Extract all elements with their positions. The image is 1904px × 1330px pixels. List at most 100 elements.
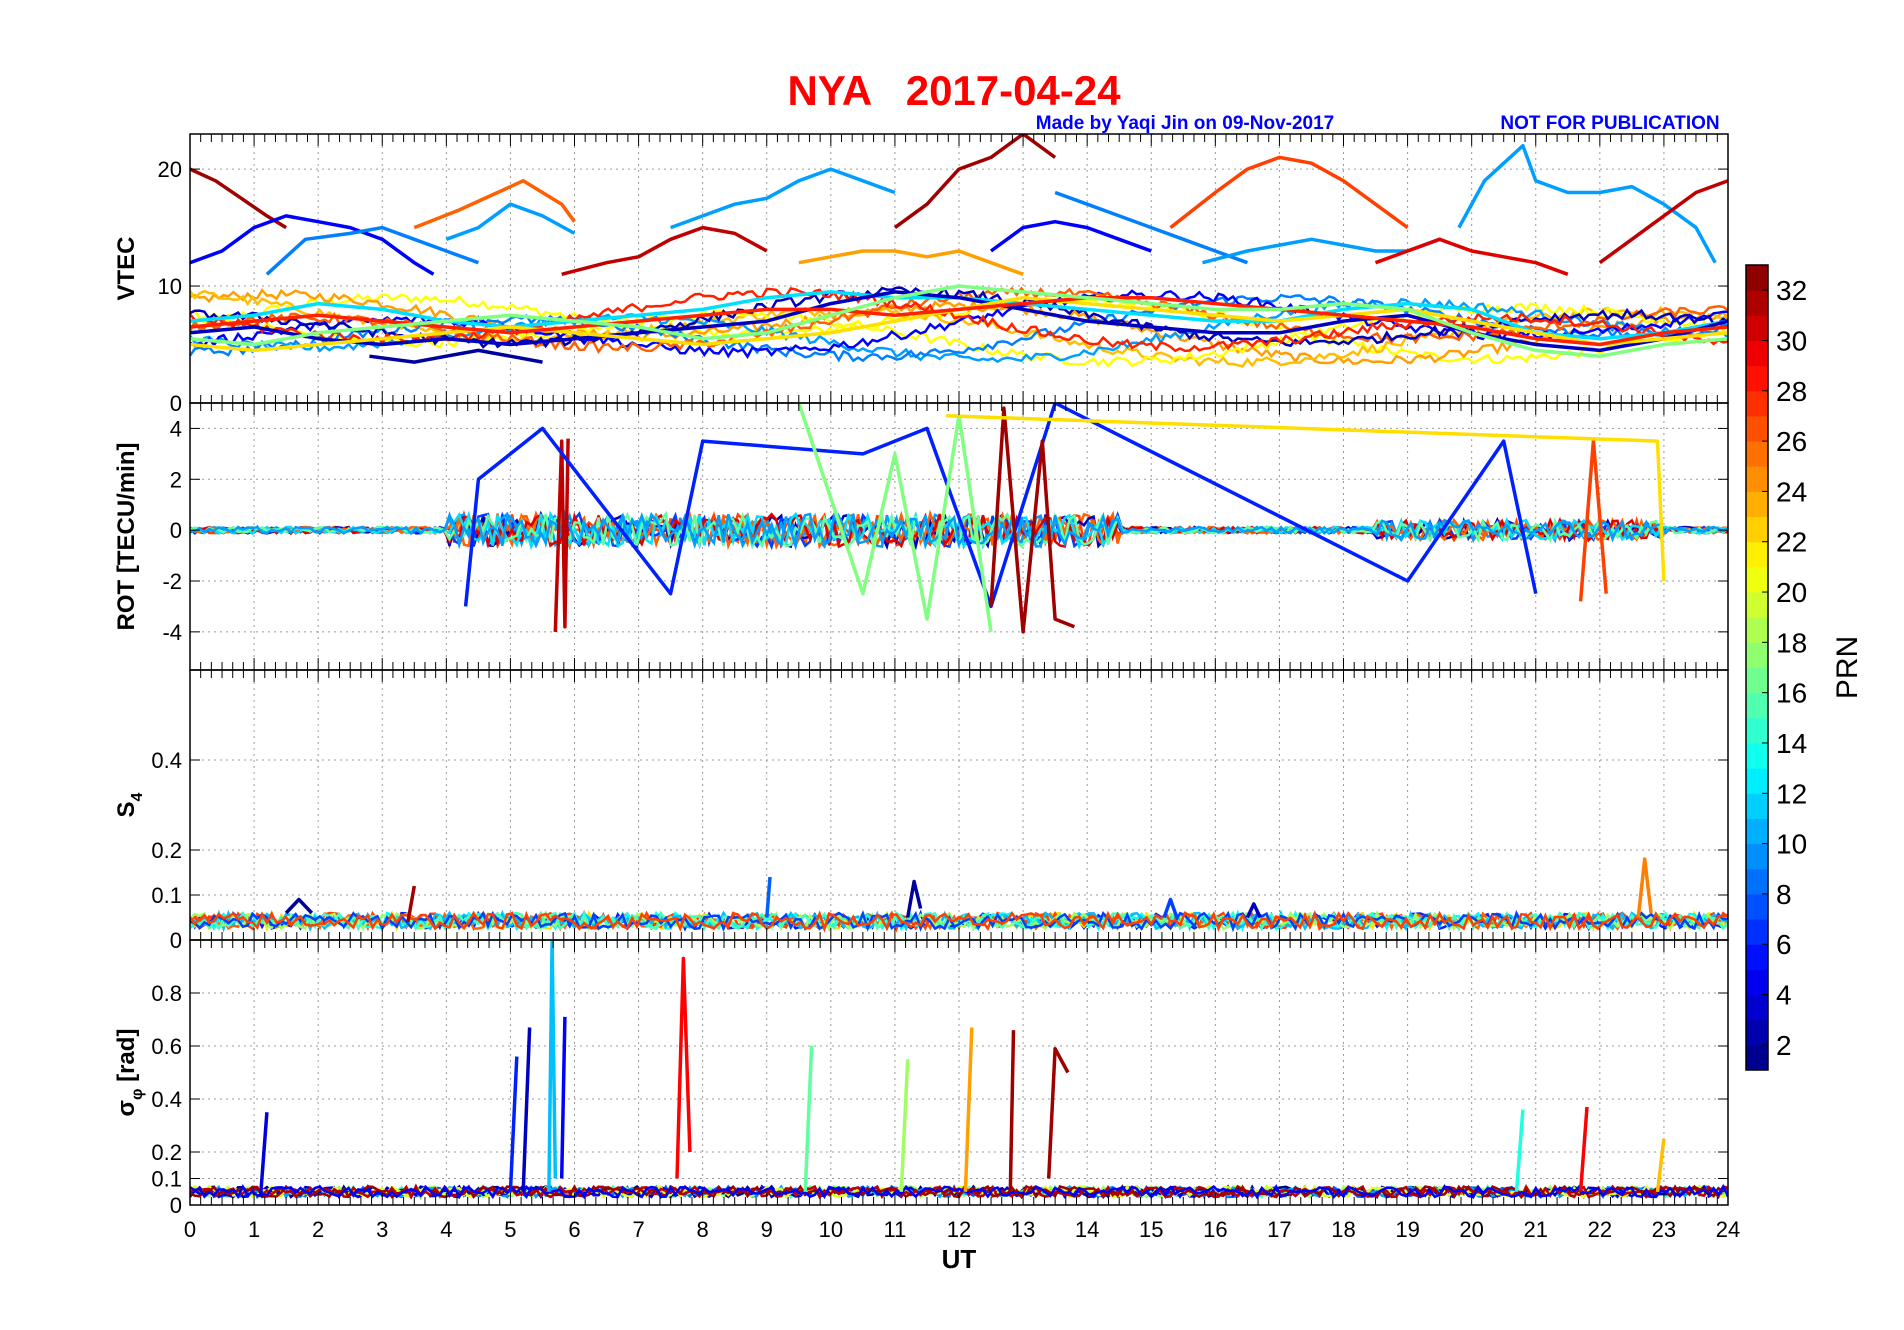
colorbar-segment <box>1746 415 1768 442</box>
xtick-label: 22 <box>1588 1217 1612 1242</box>
colorbar-tick-label: 24 <box>1776 476 1807 507</box>
sigma-ytick-label: 0.2 <box>151 1140 182 1165</box>
s4-ytick-label: 0 <box>170 928 182 953</box>
colorbar-segment <box>1746 994 1768 1021</box>
vtec-ytick-label: 20 <box>158 157 182 182</box>
vtec-series-prn-17 <box>190 284 1728 358</box>
s4-ylabel: S4 <box>113 792 146 817</box>
xtick-label: 18 <box>1331 1217 1355 1242</box>
sigma-series-prn-23 <box>1655 1138 1666 1193</box>
vtec-series-prn-31 <box>1598 179 1728 265</box>
s4-grid <box>190 670 1728 940</box>
sigma-series-prn-14 <box>1514 1109 1525 1192</box>
x-tick-labels: 0 1 2 3 4 5 6 7 8 9 10 11 12 13 14 15 16 17 18 19 20 21 22 23 24 <box>184 1217 1740 1242</box>
colorbar-segment <box>1746 1044 1768 1071</box>
xtick-label: 15 <box>1139 1217 1163 1242</box>
panel-rot: -4 -2 0 2 4 ROT [TECU/min] <box>113 402 1729 671</box>
vtec-ylabel: VTEC <box>113 236 140 300</box>
vtec-series-prn-31 <box>561 225 768 276</box>
colorbar-segment <box>1746 1019 1768 1046</box>
xtick-label: 5 <box>504 1217 516 1242</box>
rot-noise-traces <box>190 509 1728 551</box>
sigma-series-prn-11 <box>547 940 558 1192</box>
rot-series-prn-31 <box>553 438 570 632</box>
colorbar-segment <box>1746 742 1768 769</box>
colorbar-frame <box>1745 264 1769 1071</box>
xtick-label: 17 <box>1267 1217 1291 1242</box>
colorbar-segment <box>1746 441 1768 467</box>
rot-ytick-label: -2 <box>162 569 182 594</box>
xtick-label: 2 <box>312 1217 324 1242</box>
sigma-series-prn-29 <box>675 956 692 1179</box>
sigma-series <box>258 940 1666 1198</box>
colorbar-tick-label: 22 <box>1776 527 1807 558</box>
s4-series-prn-25 <box>1636 857 1653 918</box>
s4-series-prn-2 <box>284 897 314 915</box>
xtick-label: 4 <box>440 1217 452 1242</box>
vtec-noise-line <box>190 292 1728 365</box>
colorbar-tick-label: 16 <box>1776 678 1807 709</box>
sigma-ytick-label: 0 <box>170 1193 182 1218</box>
colorbar-tick-label: 18 <box>1776 627 1807 658</box>
s4-series-prn-8 <box>765 876 772 918</box>
colorbar-tick-label: 30 <box>1776 325 1807 356</box>
xtick-label: 24 <box>1716 1217 1740 1242</box>
sigma-ytick-label: 0.1 <box>151 1167 182 1192</box>
colorbar-segment <box>1746 365 1768 392</box>
vtec-ytick-label: 10 <box>158 274 182 299</box>
vtec-series-prn-10 <box>445 202 576 241</box>
colorbar-segment <box>1746 768 1768 794</box>
sigma-series-prn-29 <box>1578 1106 1589 1192</box>
vtec-series-prn-5 <box>989 219 1152 253</box>
colorbar-tick-label: 26 <box>1776 426 1807 457</box>
sigma-series-prn-4 <box>258 1112 269 1198</box>
xtick-label: 21 <box>1524 1217 1548 1242</box>
xtick-label: 1 <box>248 1217 260 1242</box>
rot-xticks <box>189 403 1729 670</box>
vtec-series-prn-9 <box>1054 190 1248 265</box>
vtec-ytick-label: 0 <box>170 391 182 416</box>
s4-xticks <box>189 670 1729 940</box>
s4-series-prn-3 <box>1245 902 1262 919</box>
s4-series-prn-7 <box>1162 897 1179 919</box>
sigma-ytick-label: 0.6 <box>151 1034 182 1059</box>
s4-ytick-label: 0.2 <box>151 838 182 863</box>
colorbar-segment <box>1746 692 1768 719</box>
colorbar-segment <box>1746 466 1768 492</box>
colorbar-segment <box>1746 642 1768 668</box>
colorbar-label: PRN <box>1831 636 1864 699</box>
vtec-series-prn-10 <box>1202 237 1441 265</box>
colorbar-segment <box>1746 818 1768 845</box>
colorbar-segment <box>1746 390 1768 417</box>
colorbar-segment <box>1746 868 1768 895</box>
colorbar-segment <box>1746 667 1768 694</box>
vtec-series-prn-10 <box>1457 143 1717 264</box>
sigma-series-prn-6 <box>508 1056 519 1192</box>
rot-series-prn-22 <box>946 413 1666 582</box>
colorbar-segment <box>1746 592 1768 618</box>
colorbar-tick-label: 28 <box>1776 376 1807 407</box>
xtick-label: 20 <box>1459 1217 1483 1242</box>
colorbar-segment <box>1746 893 1768 920</box>
rot-series-prn-17 <box>797 403 993 633</box>
xtick-label: 14 <box>1075 1217 1099 1242</box>
colorbar-segment <box>1746 944 1768 970</box>
s4-noise-line <box>190 909 1728 933</box>
colorbar-tick-label: 20 <box>1776 577 1807 608</box>
vtec-series <box>190 134 1728 364</box>
colorbar-segment <box>1746 340 1768 367</box>
vtec-series-prn-28 <box>190 295 1728 347</box>
colorbar-tick-label: 14 <box>1776 728 1807 759</box>
sigma-ytick-label: 0.8 <box>151 981 182 1006</box>
colorbar-tick-label: 12 <box>1776 778 1807 809</box>
vtec-series-prn-9 <box>265 225 479 276</box>
vtec-series-prn-32 <box>190 167 288 230</box>
sigma-grid <box>190 940 1728 1205</box>
colorbar-segment <box>1746 290 1768 316</box>
vtec-series-prn-26 <box>413 179 576 230</box>
xtick-label: 13 <box>1011 1217 1035 1242</box>
xtick-label: 19 <box>1395 1217 1419 1242</box>
xtick-label: 10 <box>819 1217 843 1242</box>
